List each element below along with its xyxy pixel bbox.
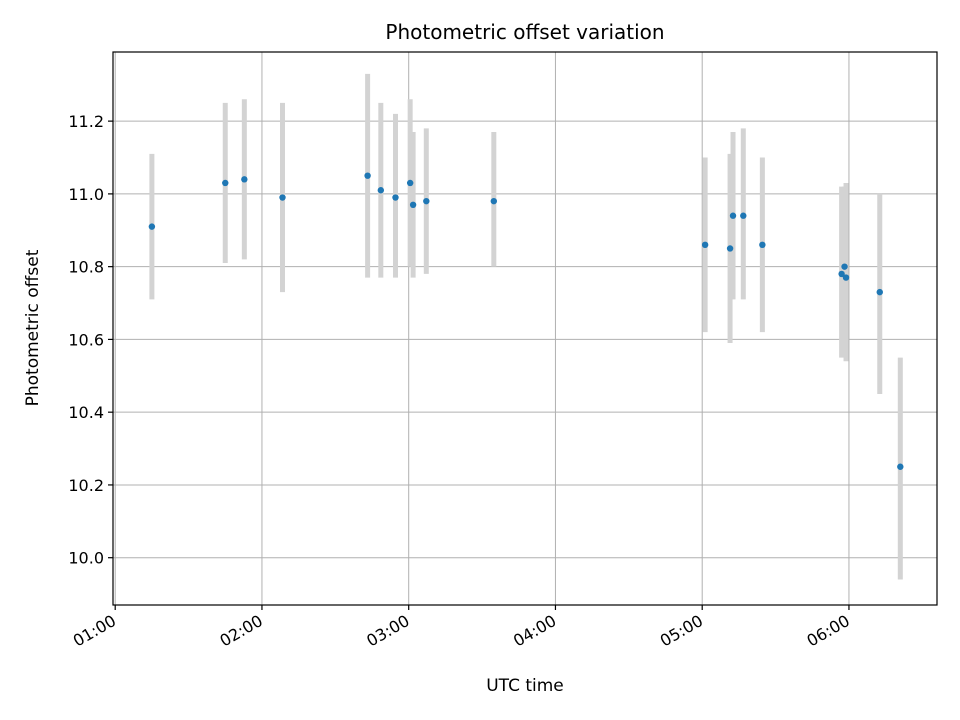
data-point	[392, 194, 399, 201]
data-point	[726, 245, 734, 252]
data-point	[759, 241, 766, 249]
y-axis-ticks: 10.0 10.2 10.4 10.6 10.8 11.0 11.2	[68, 112, 113, 568]
data-point	[423, 197, 430, 205]
chart-title: Photometric offset variation	[385, 20, 664, 44]
data-point	[279, 194, 286, 201]
data-point	[897, 463, 904, 470]
data-points	[148, 172, 904, 470]
y-axis-label: Photometric offset	[23, 249, 43, 406]
data-point	[729, 212, 737, 219]
data-point	[842, 274, 850, 281]
y-tick-label: 11.0	[68, 185, 104, 204]
y-tick-label: 10.4	[68, 403, 104, 422]
data-point	[364, 172, 371, 179]
plot-frame	[112, 51, 938, 606]
x-axis-label: UTC time	[486, 676, 564, 696]
y-tick-label: 10.6	[68, 330, 104, 349]
data-point	[148, 223, 156, 230]
data-point	[838, 270, 845, 278]
y-tick-label: 10.2	[68, 476, 104, 495]
data-point	[409, 201, 417, 209]
data-point	[490, 197, 498, 205]
data-point	[377, 187, 385, 194]
data-point	[406, 179, 414, 187]
data-point	[241, 176, 248, 183]
data-point	[876, 288, 883, 296]
y-tick-label: 10.8	[68, 258, 104, 277]
data-point	[841, 263, 848, 270]
data-point	[222, 179, 229, 187]
data-point	[701, 241, 709, 249]
y-tick-label: 10.0	[68, 549, 104, 568]
y-tick-label: 11.2	[68, 112, 104, 131]
data-point	[740, 212, 747, 219]
grid	[113, 52, 937, 605]
